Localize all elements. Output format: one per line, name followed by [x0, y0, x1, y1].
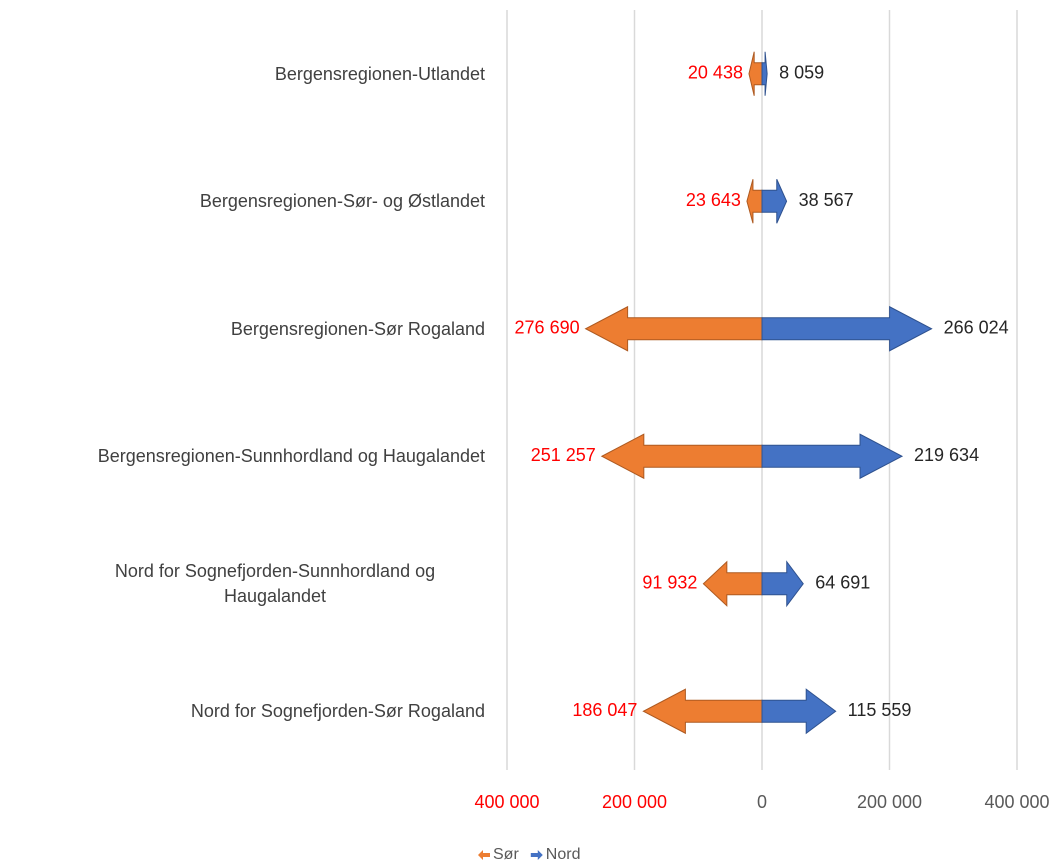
category-label: Nord for Sognefjorden-Sunnhordland og Ha… — [5, 544, 485, 624]
category-label: Bergensregionen-Sør Rogaland — [5, 289, 485, 369]
category-text: Bergensregionen-Sør Rogaland — [230, 318, 485, 339]
value-label: 64 691 — [815, 573, 870, 593]
value-label: 23 643 — [686, 190, 741, 210]
value-label: 8 059 — [779, 63, 824, 83]
value-label: 91 932 — [642, 573, 697, 593]
value-label: 276 690 — [515, 318, 580, 338]
value-label: 219 634 — [914, 445, 979, 465]
value-label: 186 047 — [572, 700, 637, 720]
x-tick-label: 400 000 — [474, 792, 539, 812]
legend-swatch — [530, 850, 543, 860]
category-label: Bergensregionen-Sunnhordland og Haugalan… — [5, 416, 485, 496]
category-text: Nord for Sognefjorden-Sør Rogaland — [190, 701, 485, 722]
arrow-bar — [748, 51, 763, 96]
value-label: 38 567 — [799, 190, 854, 210]
arrow-bar — [600, 433, 763, 480]
value-label: 266 024 — [944, 318, 1009, 338]
arrow-bar — [702, 560, 763, 607]
x-tick-label: 200 000 — [602, 792, 667, 812]
arrow-bar — [584, 305, 763, 352]
arrow-bar — [761, 179, 788, 224]
category-text: Bergensregionen-Sør- og Østlandet — [199, 191, 485, 212]
arrow-bar — [761, 688, 837, 735]
legend-label: Sør — [493, 846, 519, 863]
arrow-bar — [761, 51, 768, 96]
value-label: 115 559 — [848, 700, 912, 720]
category-label: Nord for Sognefjorden-Sør Rogaland — [5, 671, 485, 751]
category-label: Bergensregionen-Sør- og Østlandet — [5, 161, 485, 241]
value-label: 20 438 — [688, 63, 743, 83]
x-tick-label: 400 000 — [984, 792, 1049, 812]
category-text: Nord for Sognefjorden-Sunnhordland og Ha… — [114, 561, 436, 606]
arrow-bar — [761, 560, 804, 608]
arrow-bar — [761, 305, 933, 352]
legend-label: Nord — [546, 846, 581, 863]
arrow-bar — [761, 433, 904, 480]
legend-swatch — [478, 850, 490, 860]
arrow-bar — [642, 688, 763, 735]
x-tick-label: 200 000 — [857, 792, 922, 812]
category-label: Bergensregionen-Utlandet — [5, 34, 485, 114]
arrow-bar — [746, 179, 763, 224]
x-tick-label: 0 — [757, 792, 767, 812]
value-label: 251 257 — [531, 445, 596, 465]
category-text: Bergensregionen-Utlandet — [274, 63, 485, 84]
category-text: Bergensregionen-Sunnhordland og Haugalan… — [97, 446, 485, 467]
